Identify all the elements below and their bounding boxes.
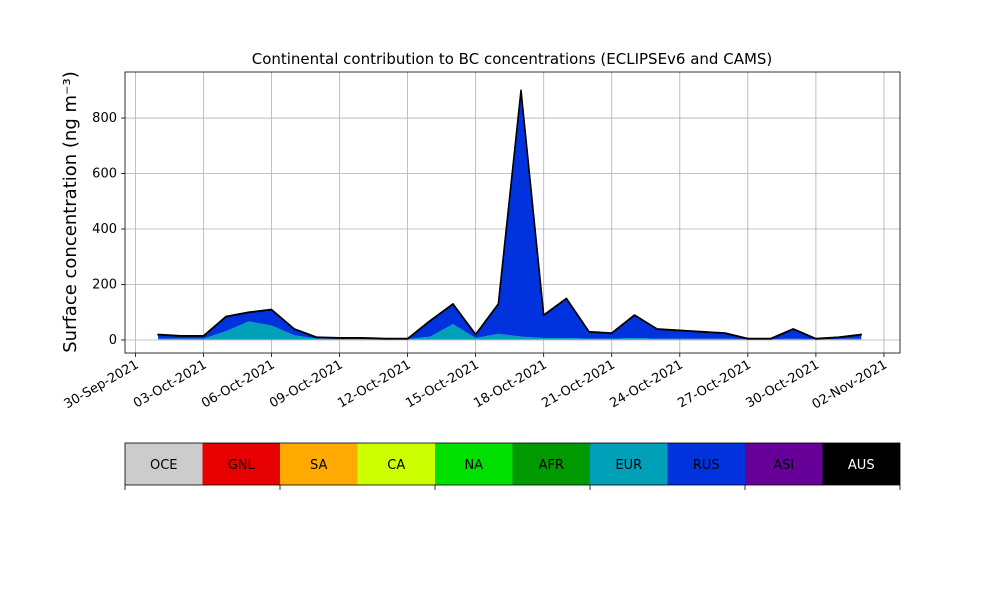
legend-label: ASI xyxy=(773,458,794,473)
x-tick-label: 03-Oct-2021 xyxy=(131,357,209,411)
y-tick-label: 800 xyxy=(92,111,117,126)
x-tick-label: 21-Oct-2021 xyxy=(539,357,617,411)
y-tick-label: 0 xyxy=(109,333,117,348)
x-tick-label: 09-Oct-2021 xyxy=(267,357,345,411)
legend-label: CA xyxy=(387,458,405,473)
legend-label: AFR xyxy=(539,458,564,473)
chart-title: Continental contribution to BC concentra… xyxy=(252,50,773,68)
legend-label: OCE xyxy=(150,458,178,473)
x-tick-label: 02-Nov-2021 xyxy=(810,357,890,412)
legend-label: SA xyxy=(310,458,327,473)
colorbar-ticks xyxy=(125,485,900,490)
x-tick-label: 12-Oct-2021 xyxy=(335,357,413,411)
area xyxy=(158,91,861,340)
y-tick-label: 600 xyxy=(92,167,117,182)
legend-label: NA xyxy=(464,458,483,473)
x-tick-label: 24-Oct-2021 xyxy=(607,357,685,411)
y-tick-label: 200 xyxy=(92,277,117,292)
x-tick-label: 06-Oct-2021 xyxy=(199,357,277,411)
y-axis-label: Surface concentration (ng m⁻³) xyxy=(60,71,81,353)
legend-label: EUR xyxy=(615,458,642,473)
y-tick-label: 400 xyxy=(92,222,117,237)
x-tick-label: 27-Oct-2021 xyxy=(675,357,753,411)
legend-label: RUS xyxy=(693,458,720,473)
x-tick-label: 15-Oct-2021 xyxy=(403,357,481,411)
x-tick-label: 30-Oct-2021 xyxy=(743,357,821,411)
x-tick-label: 18-Oct-2021 xyxy=(471,357,549,411)
legend-label: AUS xyxy=(848,458,875,473)
legend-label: GNL xyxy=(228,458,256,473)
x-tick-label: 30-Sep-2021 xyxy=(62,357,142,412)
